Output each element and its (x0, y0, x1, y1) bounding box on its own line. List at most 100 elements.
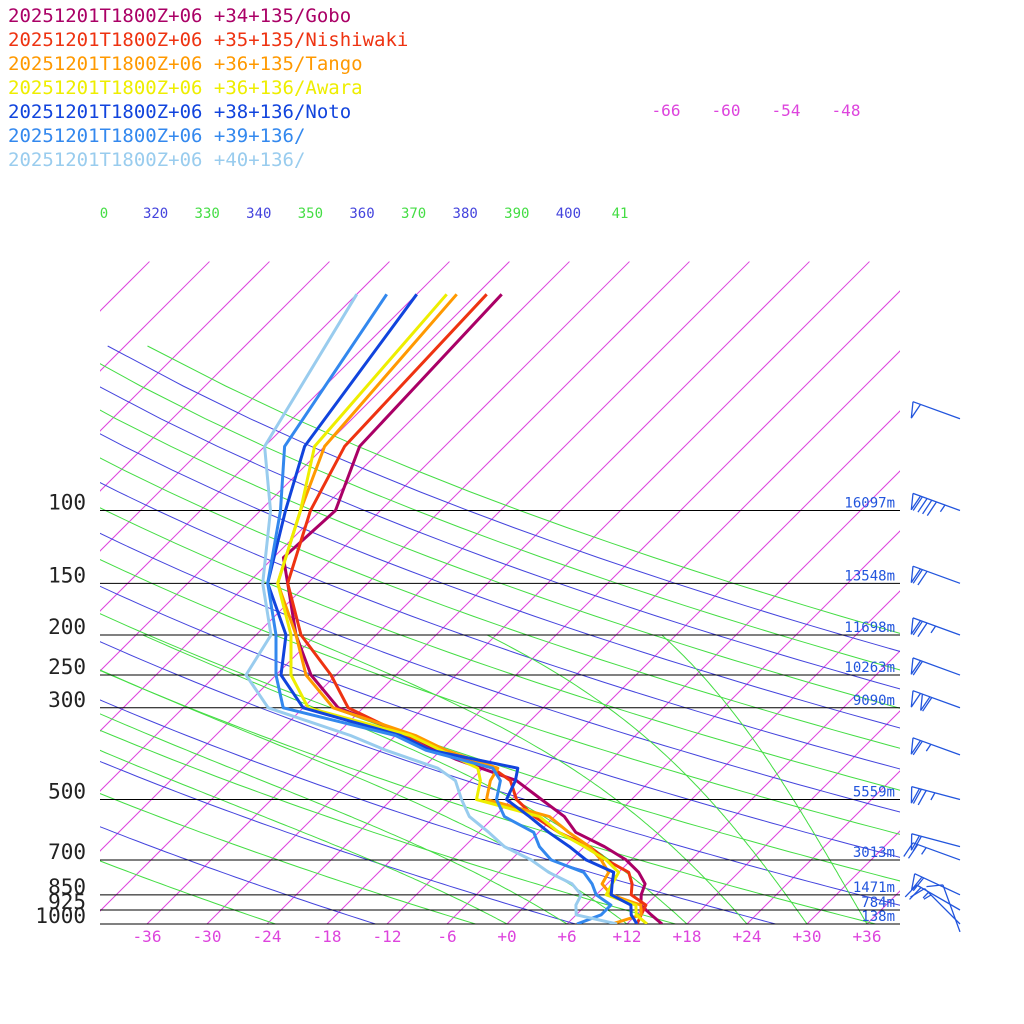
temperature-tick-label: -12 (373, 927, 402, 946)
isotherm-label: -54 (772, 101, 801, 120)
height-label: 13548m (844, 568, 895, 584)
dry-adiabat-line (100, 409, 900, 709)
isotherm-label: -48 (832, 101, 861, 120)
legend-entry: 20251201T1800Z+06 +36+135/Tango (8, 53, 363, 75)
temperature-tick-label: +0 (497, 927, 516, 946)
height-label: 11698m (844, 620, 895, 636)
wind-barb (910, 737, 961, 756)
dry-adiabat-line (100, 860, 278, 924)
dry-adiabat-line (100, 532, 900, 813)
wind-barb (910, 565, 961, 586)
moist-adiabat-line (100, 749, 508, 924)
series-line (286, 293, 648, 924)
theta-label: 400 (556, 206, 581, 222)
dry-adiabat-line (100, 585, 900, 858)
dry-adiabat-line (100, 386, 900, 690)
dry-adiabat-line (100, 363, 900, 671)
wind-barb (904, 884, 961, 911)
theta-label: 330 (195, 206, 220, 222)
wind-barb (910, 785, 961, 806)
dry-adiabat-line (100, 669, 878, 924)
pressure-label: 250 (48, 655, 86, 679)
isotherm-line (100, 261, 690, 852)
temperature-tick-label: +30 (793, 927, 822, 946)
temperature-tick-label: +18 (673, 927, 702, 946)
wind-barb (926, 884, 961, 933)
theta-label: 360 (349, 206, 374, 222)
pressure-label: 300 (48, 688, 86, 712)
isotherm-line (446, 470, 900, 924)
height-label: 1471m (853, 880, 895, 896)
series-line (244, 293, 618, 924)
legend-entry: 20251201T1800Z+06 +36+136/Awara (8, 77, 363, 99)
dry-adiabat-line (100, 641, 900, 906)
isotherm-label: -66 (652, 101, 681, 120)
dry-adiabat-line (100, 760, 578, 924)
legend-entry: 20251201T1800Z+06 +34+135/Gobo (8, 5, 352, 27)
isotherm-line (100, 261, 630, 792)
temperature-tick-label: -36 (133, 927, 162, 946)
isotherm-line (626, 650, 900, 924)
isobars (100, 510, 900, 925)
legend-entry: 20251201T1800Z+06 +38+136/Noto (8, 101, 352, 123)
temperature-profiles (244, 293, 663, 924)
height-label: 784m (861, 895, 895, 911)
moist-adiabat-line (487, 634, 808, 924)
pressure-label: 500 (48, 780, 86, 804)
wind-barb (903, 842, 961, 861)
legend: 20251201T1800Z+06 +34+135/Gobo 20251201T1… (8, 4, 408, 172)
isotherm-line (100, 261, 510, 672)
moist-adiabat-line (661, 634, 868, 924)
temperature-tick-label: +36 (853, 927, 882, 946)
isotherm-line (0, 262, 29, 924)
dry-adiabat-line (100, 507, 900, 791)
theta-label: 390 (504, 206, 529, 222)
temperature-tick-label: +24 (733, 927, 762, 946)
legend-entry: 20251201T1800Z+06 +40+136/ (8, 149, 306, 171)
height-label: 3013m (853, 845, 895, 861)
height-label: 16097m (844, 496, 895, 512)
series-line (276, 293, 648, 924)
temperature-tick-label: -6 (437, 927, 456, 946)
isotherm-line (386, 410, 900, 924)
wind-barbs (903, 401, 961, 933)
isotherm-line (100, 261, 570, 732)
temperature-tick-label: +6 (557, 927, 576, 946)
isotherm-line (100, 261, 270, 432)
isotherm-line (806, 830, 900, 924)
wind-barb (910, 617, 961, 638)
isotherm-line (100, 261, 330, 492)
isotherm-line (266, 290, 900, 924)
isotherm-line (927, 262, 1024, 924)
isotherm-line (686, 710, 900, 924)
moist-adiabat-line (100, 713, 568, 924)
axis-labels: 100 16097m 150 13548m 200 11698m 250 10263m 300 9… (35, 101, 895, 946)
isotherm-line (0, 262, 89, 924)
dry-adiabat-line (107, 345, 900, 652)
dry-adiabat-line (100, 613, 900, 882)
theta-label: 320 (143, 206, 168, 222)
isotherm-label: -60 (712, 101, 741, 120)
legend-entry: 20251201T1800Z+06 +39+136/ (8, 125, 306, 147)
height-label: 9090m (853, 693, 895, 709)
theta-label: 0 (100, 206, 108, 222)
dry-adiabats (100, 345, 900, 924)
wind-barb (910, 833, 961, 852)
theta-label: 380 (453, 206, 478, 222)
dry-adiabat-line (100, 558, 900, 835)
wind-barb (910, 690, 961, 712)
series-line (266, 293, 613, 924)
pressure-label: 100 (48, 491, 86, 515)
isotherm-line (326, 350, 900, 924)
pressure-label: 925 (48, 890, 86, 914)
dry-adiabat-line (100, 433, 900, 729)
wind-barb (910, 888, 961, 925)
theta-label: 340 (246, 206, 271, 222)
series-line (276, 293, 643, 924)
moist-adiabat-line (100, 669, 628, 924)
wind-barb (910, 401, 961, 420)
pressure-label: 700 (48, 840, 86, 864)
isotherm-line (566, 590, 900, 924)
series-line (266, 293, 639, 924)
